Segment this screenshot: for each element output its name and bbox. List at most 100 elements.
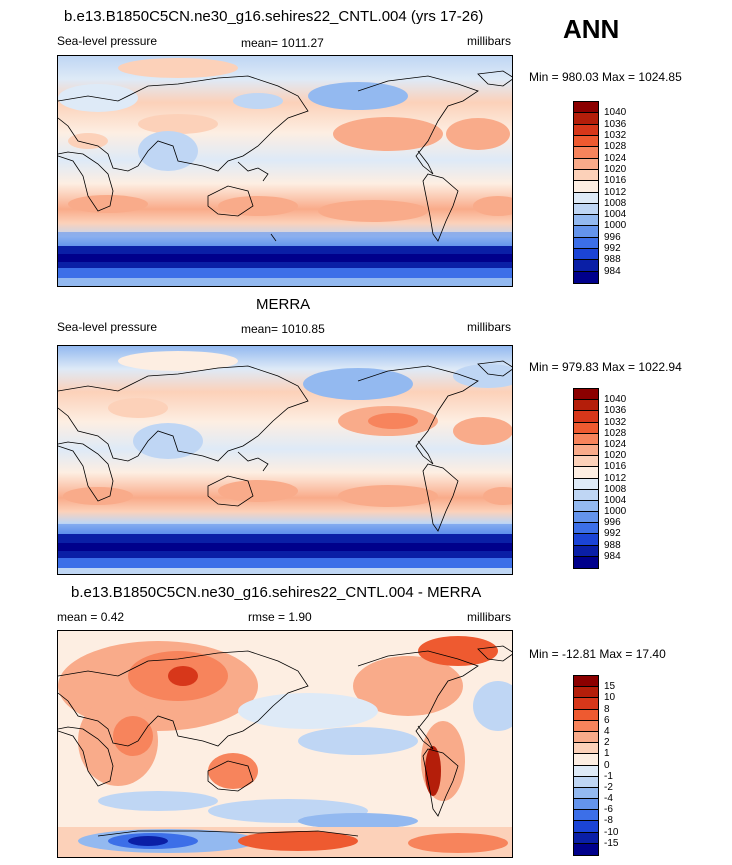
- colorbar-tick-label: 1016: [604, 461, 627, 473]
- colorbar-swatch: [574, 676, 598, 688]
- panel-1-colorbar: [573, 101, 599, 284]
- season-label: ANN: [563, 14, 620, 44]
- colorbar-swatch: [574, 489, 598, 501]
- colorbar-tick-label: 984: [604, 265, 621, 277]
- colorbar-swatch: [574, 203, 598, 216]
- panel-1-variable-label: Sea-level pressure: [57, 34, 158, 48]
- colorbar-tick-label: 4: [604, 725, 610, 737]
- colorbar-swatch: [574, 237, 598, 250]
- colorbar-tick-label: 1028: [604, 141, 627, 153]
- colorbar-swatch: [574, 720, 598, 732]
- colorbar-swatch: [574, 169, 598, 182]
- colorbar-swatch: [574, 102, 598, 114]
- colorbar-swatch: [574, 147, 598, 159]
- colorbar-swatch: [574, 500, 598, 513]
- colorbar-swatch: [574, 843, 598, 855]
- colorbar-swatch: [574, 754, 598, 766]
- colorbar-tick-label: 1: [604, 748, 610, 760]
- colorbar-swatch: [574, 467, 598, 479]
- colorbar-swatch: [574, 545, 598, 557]
- colorbar-tick-label: 1036: [604, 405, 627, 417]
- colorbar-tick-label: 1020: [604, 450, 627, 462]
- colorbar-tick-label: 1036: [604, 118, 627, 130]
- colorbar-tick-label: -6: [604, 804, 613, 816]
- panel-3-title: b.e13.B1850C5CN.ne30_g16.sehires22_CNTL.…: [71, 584, 482, 601]
- colorbar-tick-label: 1040: [604, 107, 627, 119]
- colorbar-swatch: [574, 512, 598, 524]
- colorbar-tick-label: 992: [604, 243, 621, 255]
- colorbar-tick-label: 1004: [604, 209, 627, 221]
- colorbar-tick-label: 988: [604, 254, 621, 266]
- colorbar-tick-label: 1032: [604, 129, 627, 141]
- panel-2-title: MERRA: [256, 296, 311, 313]
- colorbar-tick-label: 1004: [604, 494, 627, 506]
- colorbar-tick-label: -8: [604, 815, 613, 827]
- colorbar-tick-label: -4: [604, 793, 613, 805]
- panel-2-units-label: millibars: [467, 320, 512, 334]
- colorbar-tick-label: 8: [604, 703, 610, 715]
- panel-2-map: [57, 345, 513, 575]
- colorbar-tick-label: 2: [604, 737, 610, 749]
- colorbar-swatch: [574, 113, 598, 125]
- colorbar-tick-label: 1012: [604, 472, 627, 484]
- colorbar-swatch: [574, 731, 598, 744]
- panel-3-units-label: millibars: [467, 610, 512, 624]
- colorbar-swatch: [574, 743, 598, 755]
- colorbar-swatch: [574, 478, 598, 490]
- colorbar-swatch: [574, 799, 598, 811]
- colorbar-swatch: [574, 271, 598, 283]
- panel-3-colorbar: [573, 675, 599, 856]
- colorbar-swatch: [574, 260, 598, 272]
- colorbar-swatch: [574, 821, 598, 833]
- panel-2-map-field: [58, 346, 512, 574]
- colorbar-tick-label: 0: [604, 759, 610, 771]
- colorbar-swatch: [574, 523, 598, 535]
- colorbar-swatch: [574, 135, 598, 148]
- colorbar-tick-label: -2: [604, 781, 613, 793]
- colorbar-tick-label: 984: [604, 550, 621, 562]
- colorbar-swatch: [574, 444, 598, 457]
- panel-1-minmax: Min = 980.03 Max = 1024.85: [529, 70, 682, 84]
- colorbar-swatch: [574, 832, 598, 844]
- colorbar-tick-label: 1028: [604, 427, 627, 439]
- colorbar-swatch: [574, 776, 598, 788]
- colorbar-tick-label: 1024: [604, 152, 627, 164]
- colorbar-swatch: [574, 249, 598, 261]
- colorbar-swatch: [574, 456, 598, 468]
- colorbar-swatch: [574, 411, 598, 423]
- colorbar-swatch: [574, 226, 598, 238]
- panel-3-map: [57, 630, 513, 858]
- colorbar-swatch: [574, 400, 598, 412]
- colorbar-tick-label: -1: [604, 770, 613, 782]
- colorbar-swatch: [574, 534, 598, 546]
- panel-3-minmax: Min = -12.81 Max = 17.40: [529, 647, 666, 661]
- panel-3-map-field: [58, 631, 512, 857]
- colorbar-swatch: [574, 192, 598, 204]
- panel-1-map: [57, 55, 513, 287]
- colorbar-tick-label: 996: [604, 517, 621, 529]
- colorbar-swatch: [574, 698, 598, 710]
- panel-2-variable-label: Sea-level pressure: [57, 320, 158, 334]
- colorbar-swatch: [574, 765, 598, 777]
- colorbar-tick-label: 10: [604, 692, 616, 704]
- panel-1-units-label: millibars: [467, 34, 512, 48]
- colorbar-tick-label: 992: [604, 528, 621, 540]
- colorbar-swatch: [574, 709, 598, 721]
- colorbar-tick-label: 1016: [604, 175, 627, 187]
- colorbar-tick-label: -15: [604, 837, 619, 849]
- colorbar-swatch: [574, 433, 598, 445]
- colorbar-tick-label: 15: [604, 681, 616, 693]
- panel-2-colorbar: [573, 388, 599, 569]
- panel-3-mean-label: mean = 0.42: [57, 610, 125, 624]
- colorbar-swatch: [574, 687, 598, 699]
- colorbar-tick-label: 1000: [604, 506, 627, 518]
- panel-3-rmse-label: rmse = 1.90: [248, 610, 312, 624]
- colorbar-swatch: [574, 389, 598, 401]
- colorbar-tick-label: 6: [604, 714, 610, 726]
- colorbar-tick-label: 1040: [604, 394, 627, 406]
- colorbar-tick-label: 988: [604, 539, 621, 551]
- colorbar-swatch: [574, 422, 598, 434]
- colorbar-swatch: [574, 158, 598, 170]
- panel-2-minmax: Min = 979.83 Max = 1022.94: [529, 360, 682, 374]
- colorbar-swatch: [574, 215, 598, 227]
